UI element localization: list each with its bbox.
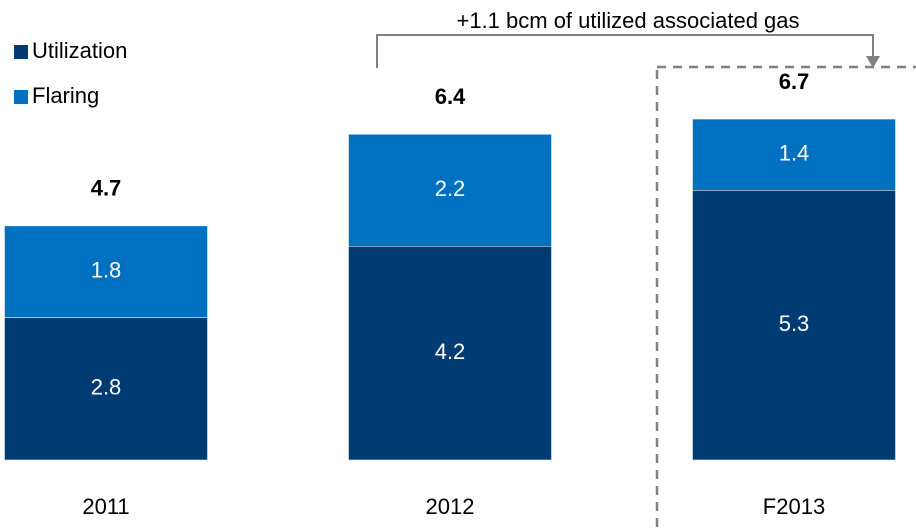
x-tick-label: 2011 — [82, 494, 129, 519]
x-tick-label: F2013 — [763, 494, 825, 519]
x-tick-label: 2012 — [426, 494, 475, 519]
segment-label: 1.8 — [91, 258, 122, 283]
legend-swatch — [14, 45, 28, 59]
legend-label: Utilization — [32, 38, 127, 63]
total-label: 4.7 — [91, 176, 122, 201]
bar-segment — [4, 225, 208, 318]
annotation: +1.1 bcm of utilized associated gas — [456, 8, 799, 33]
bar-segment — [348, 134, 552, 247]
segment-label: 2.8 — [91, 375, 122, 400]
bracket — [376, 34, 874, 68]
segment-label: 4.2 — [435, 339, 466, 364]
total-label: 6.4 — [435, 84, 466, 109]
bar-segment — [348, 246, 552, 461]
arrow-head — [866, 56, 880, 68]
segment-label: 5.3 — [779, 311, 810, 336]
highlight-box — [655, 65, 916, 530]
bar-segment — [692, 118, 896, 191]
bar-segment — [692, 190, 896, 461]
legend-label: Flaring — [32, 83, 99, 108]
segment-label: 1.4 — [779, 140, 810, 165]
total-label: 6.7 — [779, 69, 810, 94]
legend-swatch — [14, 90, 28, 104]
segment-label: 2.2 — [435, 176, 466, 201]
